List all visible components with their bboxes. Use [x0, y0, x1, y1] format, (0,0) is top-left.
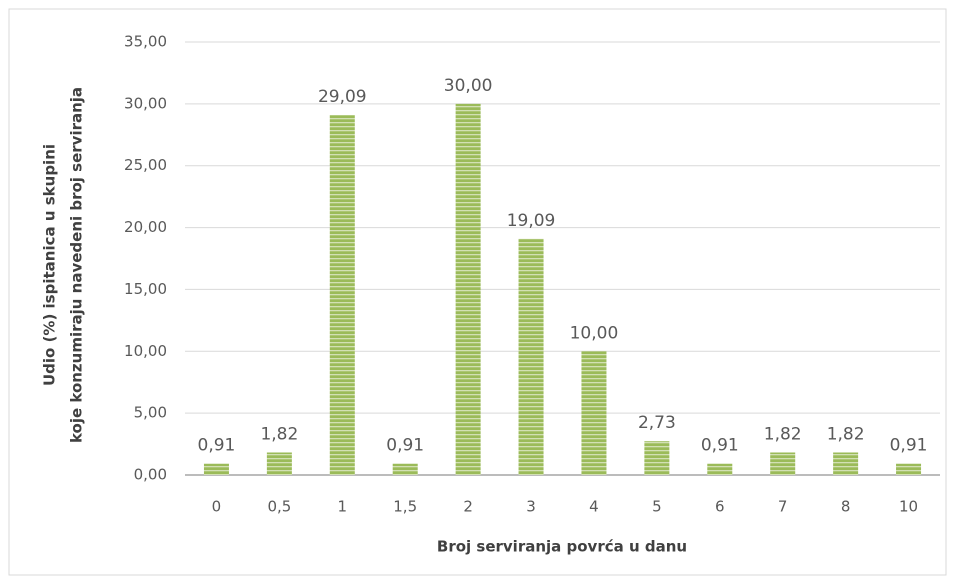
data-label: 29,09 — [318, 87, 367, 107]
x-tick-label: 5 — [652, 498, 662, 516]
data-label: 0,91 — [198, 436, 236, 456]
x-axis-title: Broj serviranja povrća u danu — [437, 538, 687, 556]
data-label: 30,00 — [444, 76, 493, 96]
data-label: 0,91 — [386, 436, 424, 456]
x-tick-label: 7 — [778, 498, 788, 516]
x-tick-label: 10 — [899, 498, 918, 516]
data-label: 1,82 — [764, 424, 802, 444]
x-tick-label: 0 — [212, 498, 222, 516]
bar — [707, 463, 733, 475]
bar — [644, 441, 670, 475]
bar — [896, 463, 922, 475]
y-tick-label: 20,00 — [124, 218, 167, 236]
x-tick-label: 0,5 — [267, 498, 291, 516]
x-tick-label: 2 — [463, 498, 473, 516]
data-label: 19,09 — [507, 211, 556, 231]
y-tick-label: 10,00 — [124, 342, 167, 360]
frame — [8, 8, 947, 576]
bar — [329, 115, 355, 475]
bar — [203, 463, 229, 475]
bar — [266, 452, 292, 475]
x-tick-label: 3 — [526, 498, 536, 516]
bar — [392, 463, 418, 475]
data-label: 10,00 — [570, 323, 619, 343]
x-tick-label: 1 — [338, 498, 348, 516]
y-tick-label: 25,00 — [124, 156, 167, 174]
y-tick-label: 35,00 — [124, 33, 167, 51]
y-tick-label: 30,00 — [124, 94, 167, 112]
y-tick-label: 15,00 — [124, 280, 167, 298]
data-label: 2,73 — [638, 413, 676, 433]
data-label: 0,91 — [701, 436, 739, 456]
data-label: 1,82 — [260, 424, 298, 444]
data-label: 1,82 — [827, 424, 865, 444]
x-tick-label: 8 — [841, 498, 851, 516]
bar — [455, 103, 481, 475]
bar — [770, 452, 796, 475]
x-tick-label: 6 — [715, 498, 725, 516]
x-tick-label: 1,5 — [393, 498, 417, 516]
bar — [581, 351, 607, 475]
y-axis-title: Udio (%) ispitanica u skupini — [41, 144, 59, 386]
bar — [833, 452, 859, 475]
x-tick-label: 4 — [589, 498, 599, 516]
y-tick-label: 0,00 — [134, 466, 167, 484]
bar — [518, 238, 544, 475]
y-axis-title: koje konzumiraju navedeni broj serviranj… — [68, 87, 86, 443]
y-tick-label: 5,00 — [134, 404, 167, 422]
data-label: 0,91 — [890, 436, 928, 456]
